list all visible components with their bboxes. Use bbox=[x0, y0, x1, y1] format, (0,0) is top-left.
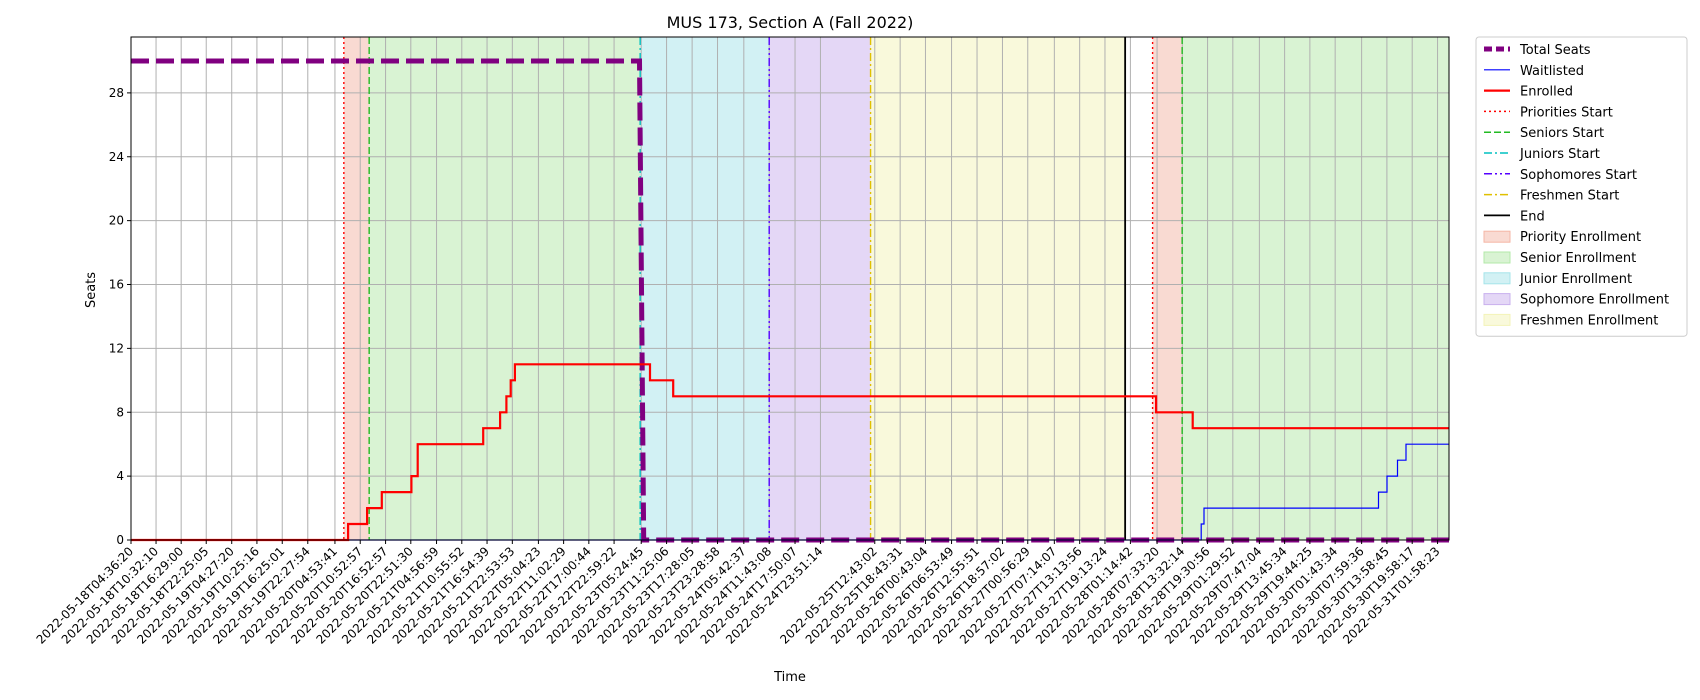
phase-band-0 bbox=[343, 37, 370, 540]
series-line-2 bbox=[131, 363, 1449, 542]
y-tick-label-7: 28 bbox=[109, 86, 124, 100]
phase-band-6 bbox=[1182, 37, 1449, 540]
legend-label-3: Priorities Start bbox=[1520, 105, 1613, 120]
legend-swatch-13 bbox=[1483, 313, 1511, 326]
y-tick-label-6: 24 bbox=[109, 150, 124, 164]
chart-title: MUS 173, Section A (Fall 2022) bbox=[667, 13, 914, 32]
legend-swatch-12 bbox=[1483, 293, 1511, 306]
y-tick-label-1: 4 bbox=[116, 469, 124, 483]
y-tick-label-4: 16 bbox=[109, 278, 124, 292]
legend-label-12: Sophomore Enrollment bbox=[1520, 293, 1669, 308]
phase-band-4 bbox=[870, 37, 1126, 540]
legend-label-10: Senior Enrollment bbox=[1520, 251, 1636, 266]
legend-label-0: Total Seats bbox=[1519, 43, 1591, 58]
legend-label-8: End bbox=[1520, 209, 1545, 224]
series-line-1 bbox=[131, 443, 1449, 541]
legend-label-2: Enrolled bbox=[1520, 85, 1573, 100]
grid bbox=[130, 37, 1449, 541]
legend-frame bbox=[1475, 36, 1688, 337]
y-tick-label-2: 8 bbox=[116, 405, 124, 419]
legend: Total Seats Waitlisted Enrolled Priorities … bbox=[1475, 36, 1688, 337]
legend-label-13: Freshmen Enrollment bbox=[1520, 313, 1658, 328]
legend-swatch-9 bbox=[1483, 230, 1511, 243]
y-tick-label-0: 0 bbox=[116, 533, 124, 547]
y-tick-label-5: 20 bbox=[109, 214, 124, 228]
legend-label-6: Sophomores Start bbox=[1520, 168, 1637, 183]
x-axis-ticks: 2022-05-18T04:36:202022-05-18T10:32:1020… bbox=[34, 540, 1443, 647]
legend-label-1: Waitlisted bbox=[1520, 64, 1584, 79]
phase-markers bbox=[343, 37, 1183, 540]
phase-band-2 bbox=[640, 37, 770, 540]
legend-swatch-11 bbox=[1483, 272, 1511, 285]
x-axis-title: Time bbox=[773, 670, 806, 685]
legend-swatch-10 bbox=[1483, 251, 1511, 264]
legend-label-9: Priority Enrollment bbox=[1520, 230, 1641, 245]
plot-frame bbox=[130, 36, 1450, 541]
legend-label-5: Juniors Start bbox=[1519, 147, 1600, 162]
phase-band-1 bbox=[369, 37, 641, 540]
y-axis-title: Seats bbox=[84, 272, 99, 308]
phase-bands bbox=[343, 37, 1449, 540]
y-tick-label-3: 12 bbox=[109, 341, 124, 355]
legend-label-7: Freshmen Start bbox=[1520, 189, 1619, 204]
phase-band-3 bbox=[769, 37, 871, 540]
legend-label-11: Junior Enrollment bbox=[1519, 272, 1632, 287]
y-axis-ticks: 0 4 8 12 16 20 24 28 bbox=[109, 86, 131, 547]
legend-label-4: Seniors Start bbox=[1520, 126, 1604, 141]
